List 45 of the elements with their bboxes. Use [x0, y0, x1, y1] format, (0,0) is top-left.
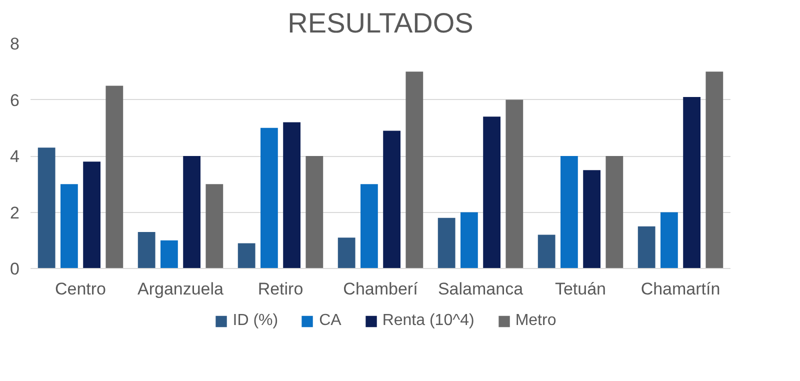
x-tick-label: Centro [54, 280, 106, 298]
bar [60, 184, 78, 268]
bar [660, 212, 678, 268]
bar [483, 116, 500, 268]
bar [238, 243, 256, 268]
bar [138, 232, 156, 268]
bar [38, 148, 56, 268]
bar [306, 156, 324, 268]
bar [460, 212, 478, 268]
chart-title: RESULTADOS [288, 8, 474, 38]
bar [260, 128, 278, 268]
bar [560, 156, 578, 268]
bar [206, 184, 224, 268]
x-tick-label: Chamberí [343, 280, 418, 298]
y-tick-label: 6 [10, 90, 20, 110]
y-tick-label: 2 [10, 203, 20, 222]
x-tick-label: Retiro [258, 280, 304, 298]
x-tick-label: Chamartín [640, 280, 720, 298]
bar [406, 72, 424, 268]
bar [506, 100, 524, 268]
legend-label: CA [319, 312, 342, 330]
y-tick-label: 4 [10, 147, 20, 166]
x-tick-label: Arganzuela [138, 280, 224, 298]
bar [283, 122, 300, 268]
y-tick-label: 8 [10, 34, 20, 54]
bar [183, 156, 200, 268]
bar [683, 96, 700, 268]
x-tick-label: Salamanca [438, 280, 524, 298]
legend-label: Renta (10^4) [382, 312, 474, 330]
bar [160, 240, 178, 268]
bar [338, 238, 356, 268]
x-tick-label: Tetuán [554, 280, 606, 298]
y-tick-label: 0 [10, 260, 20, 278]
bar [438, 218, 456, 268]
legend-label: ID (%) [232, 312, 278, 330]
bar [538, 234, 556, 268]
bar [706, 72, 724, 268]
bar [106, 86, 124, 268]
bar [83, 162, 100, 268]
bar [606, 156, 624, 268]
legend-label: Metro [515, 312, 556, 330]
bar [383, 130, 400, 268]
bar [638, 226, 656, 268]
bar [360, 184, 378, 268]
bar [583, 170, 600, 268]
